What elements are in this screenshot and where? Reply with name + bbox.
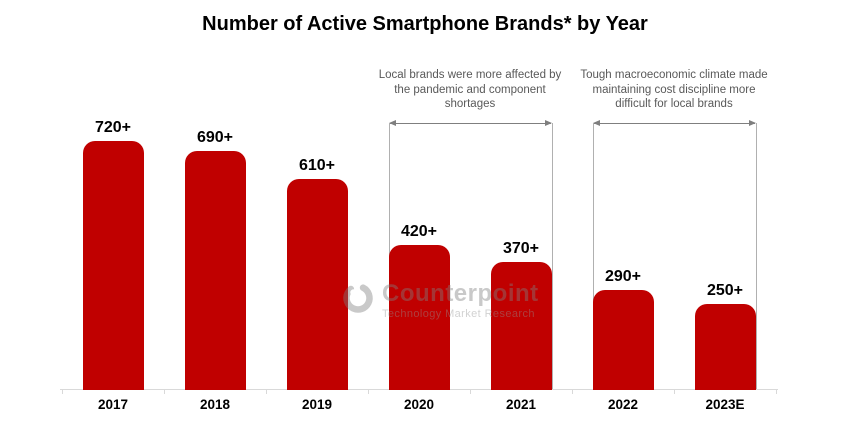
x-axis-label: 2017 — [97, 397, 129, 412]
x-axis-label: 2018 — [199, 397, 231, 412]
x-axis-tick — [164, 389, 165, 394]
annotation-span-line — [755, 123, 757, 390]
x-axis-tick — [266, 389, 267, 394]
bar-2023E — [694, 304, 756, 390]
x-axis-label: 2023E — [705, 397, 745, 412]
annotation-span-line — [592, 123, 594, 390]
bar-value-label: 720+ — [94, 119, 132, 136]
x-axis-tick — [470, 389, 471, 394]
annotation-arrow — [388, 120, 552, 126]
bar-2019 — [286, 179, 348, 390]
x-axis-label: 2019 — [301, 397, 333, 412]
x-axis-label: 2020 — [403, 397, 435, 412]
bar-value-label: 690+ — [196, 129, 234, 146]
bar-2017 — [82, 141, 144, 390]
x-axis-tick — [62, 389, 63, 394]
annotation-text: Tough macroeconomic climate made maintai… — [580, 69, 768, 111]
annotation-arrow — [592, 120, 756, 126]
bar-2020 — [388, 245, 450, 390]
bar-2018 — [184, 151, 246, 390]
bar-2022 — [592, 290, 654, 390]
bar-value-label: 370+ — [502, 240, 540, 257]
x-axis-tick — [572, 389, 573, 394]
annotation-span-line — [551, 123, 553, 390]
bar-value-label: 420+ — [400, 223, 438, 240]
bar-2021 — [490, 262, 552, 390]
bar-value-label: 290+ — [604, 268, 642, 285]
x-axis-tick — [776, 389, 777, 394]
x-axis-label: 2022 — [607, 397, 639, 412]
x-axis-tick — [368, 389, 369, 394]
bar-value-label: 250+ — [706, 282, 744, 299]
annotation-text: Local brands were more affected by the p… — [378, 69, 562, 111]
bar-value-label: 610+ — [298, 157, 336, 174]
x-axis-label: 2021 — [505, 397, 537, 412]
chart-title: Number of Active Smartphone Brands* by Y… — [202, 13, 648, 35]
x-axis-tick — [674, 389, 675, 394]
